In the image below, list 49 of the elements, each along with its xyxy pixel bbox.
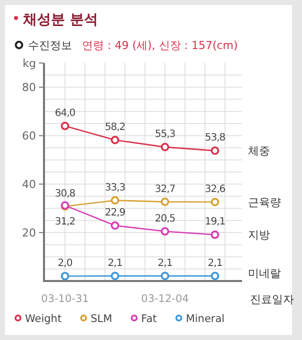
- data-label: 19,1: [204, 216, 226, 228]
- data-label: 53,8: [204, 132, 226, 144]
- y-tick-label: 60: [22, 130, 36, 143]
- y-tick-label: 40: [22, 178, 36, 192]
- text: 지방: [248, 228, 270, 242]
- text: 미네랄: [248, 267, 281, 280]
- point: [110, 272, 120, 280]
- data-label: 2,1: [108, 258, 122, 269]
- point: [160, 198, 170, 206]
- data-label: 32,7: [154, 184, 176, 195]
- legend-label: Mineral: [186, 313, 225, 325]
- point: [60, 272, 70, 280]
- data-label: 33,3: [104, 182, 126, 194]
- point: [210, 230, 220, 239]
- point: [210, 272, 220, 280]
- y-tick-label: 80: [22, 81, 36, 94]
- text: 근육량: [248, 196, 281, 210]
- x-tick-label: 03-12-04: [141, 293, 190, 305]
- data-label: 32,6: [204, 184, 226, 196]
- point: [60, 122, 70, 130]
- data-label: 22,9: [104, 208, 126, 219]
- legend-label: Fat: [141, 313, 157, 325]
- point: [160, 142, 170, 152]
- data-label: 30,8: [54, 188, 76, 200]
- data-label: 2,1: [158, 258, 172, 269]
- data-label: 2,0: [58, 258, 72, 270]
- point: [110, 196, 120, 205]
- point: [210, 146, 220, 155]
- point: [160, 272, 170, 280]
- data-label: 2,1: [208, 258, 222, 269]
- point: [110, 221, 120, 230]
- y-tick-label: 20: [22, 226, 36, 240]
- point: [110, 136, 120, 144]
- y-axis-title: kg: [22, 57, 36, 70]
- data-label: 20,5: [154, 213, 176, 224]
- legend-label: SLM: [90, 313, 112, 325]
- x-axis-title: 진료일자: [250, 293, 294, 306]
- text: 체중: [248, 144, 270, 158]
- data-label: 64,0: [54, 108, 76, 119]
- chart-subtitle: 수진정보: [28, 39, 72, 52]
- chart-title: 채성분 분석: [22, 12, 98, 28]
- data-label: 55,3: [154, 129, 176, 140]
- data-label: 58,2: [104, 122, 126, 134]
- data-label: 31,2: [54, 216, 76, 228]
- point: [210, 198, 220, 206]
- legend-label: Weight: [25, 313, 62, 325]
- text: 연령 : 49 (세), 신장 : 157(cm): [82, 39, 238, 52]
- x-tick-label: 03-10-31: [41, 293, 89, 305]
- point: [160, 227, 170, 236]
